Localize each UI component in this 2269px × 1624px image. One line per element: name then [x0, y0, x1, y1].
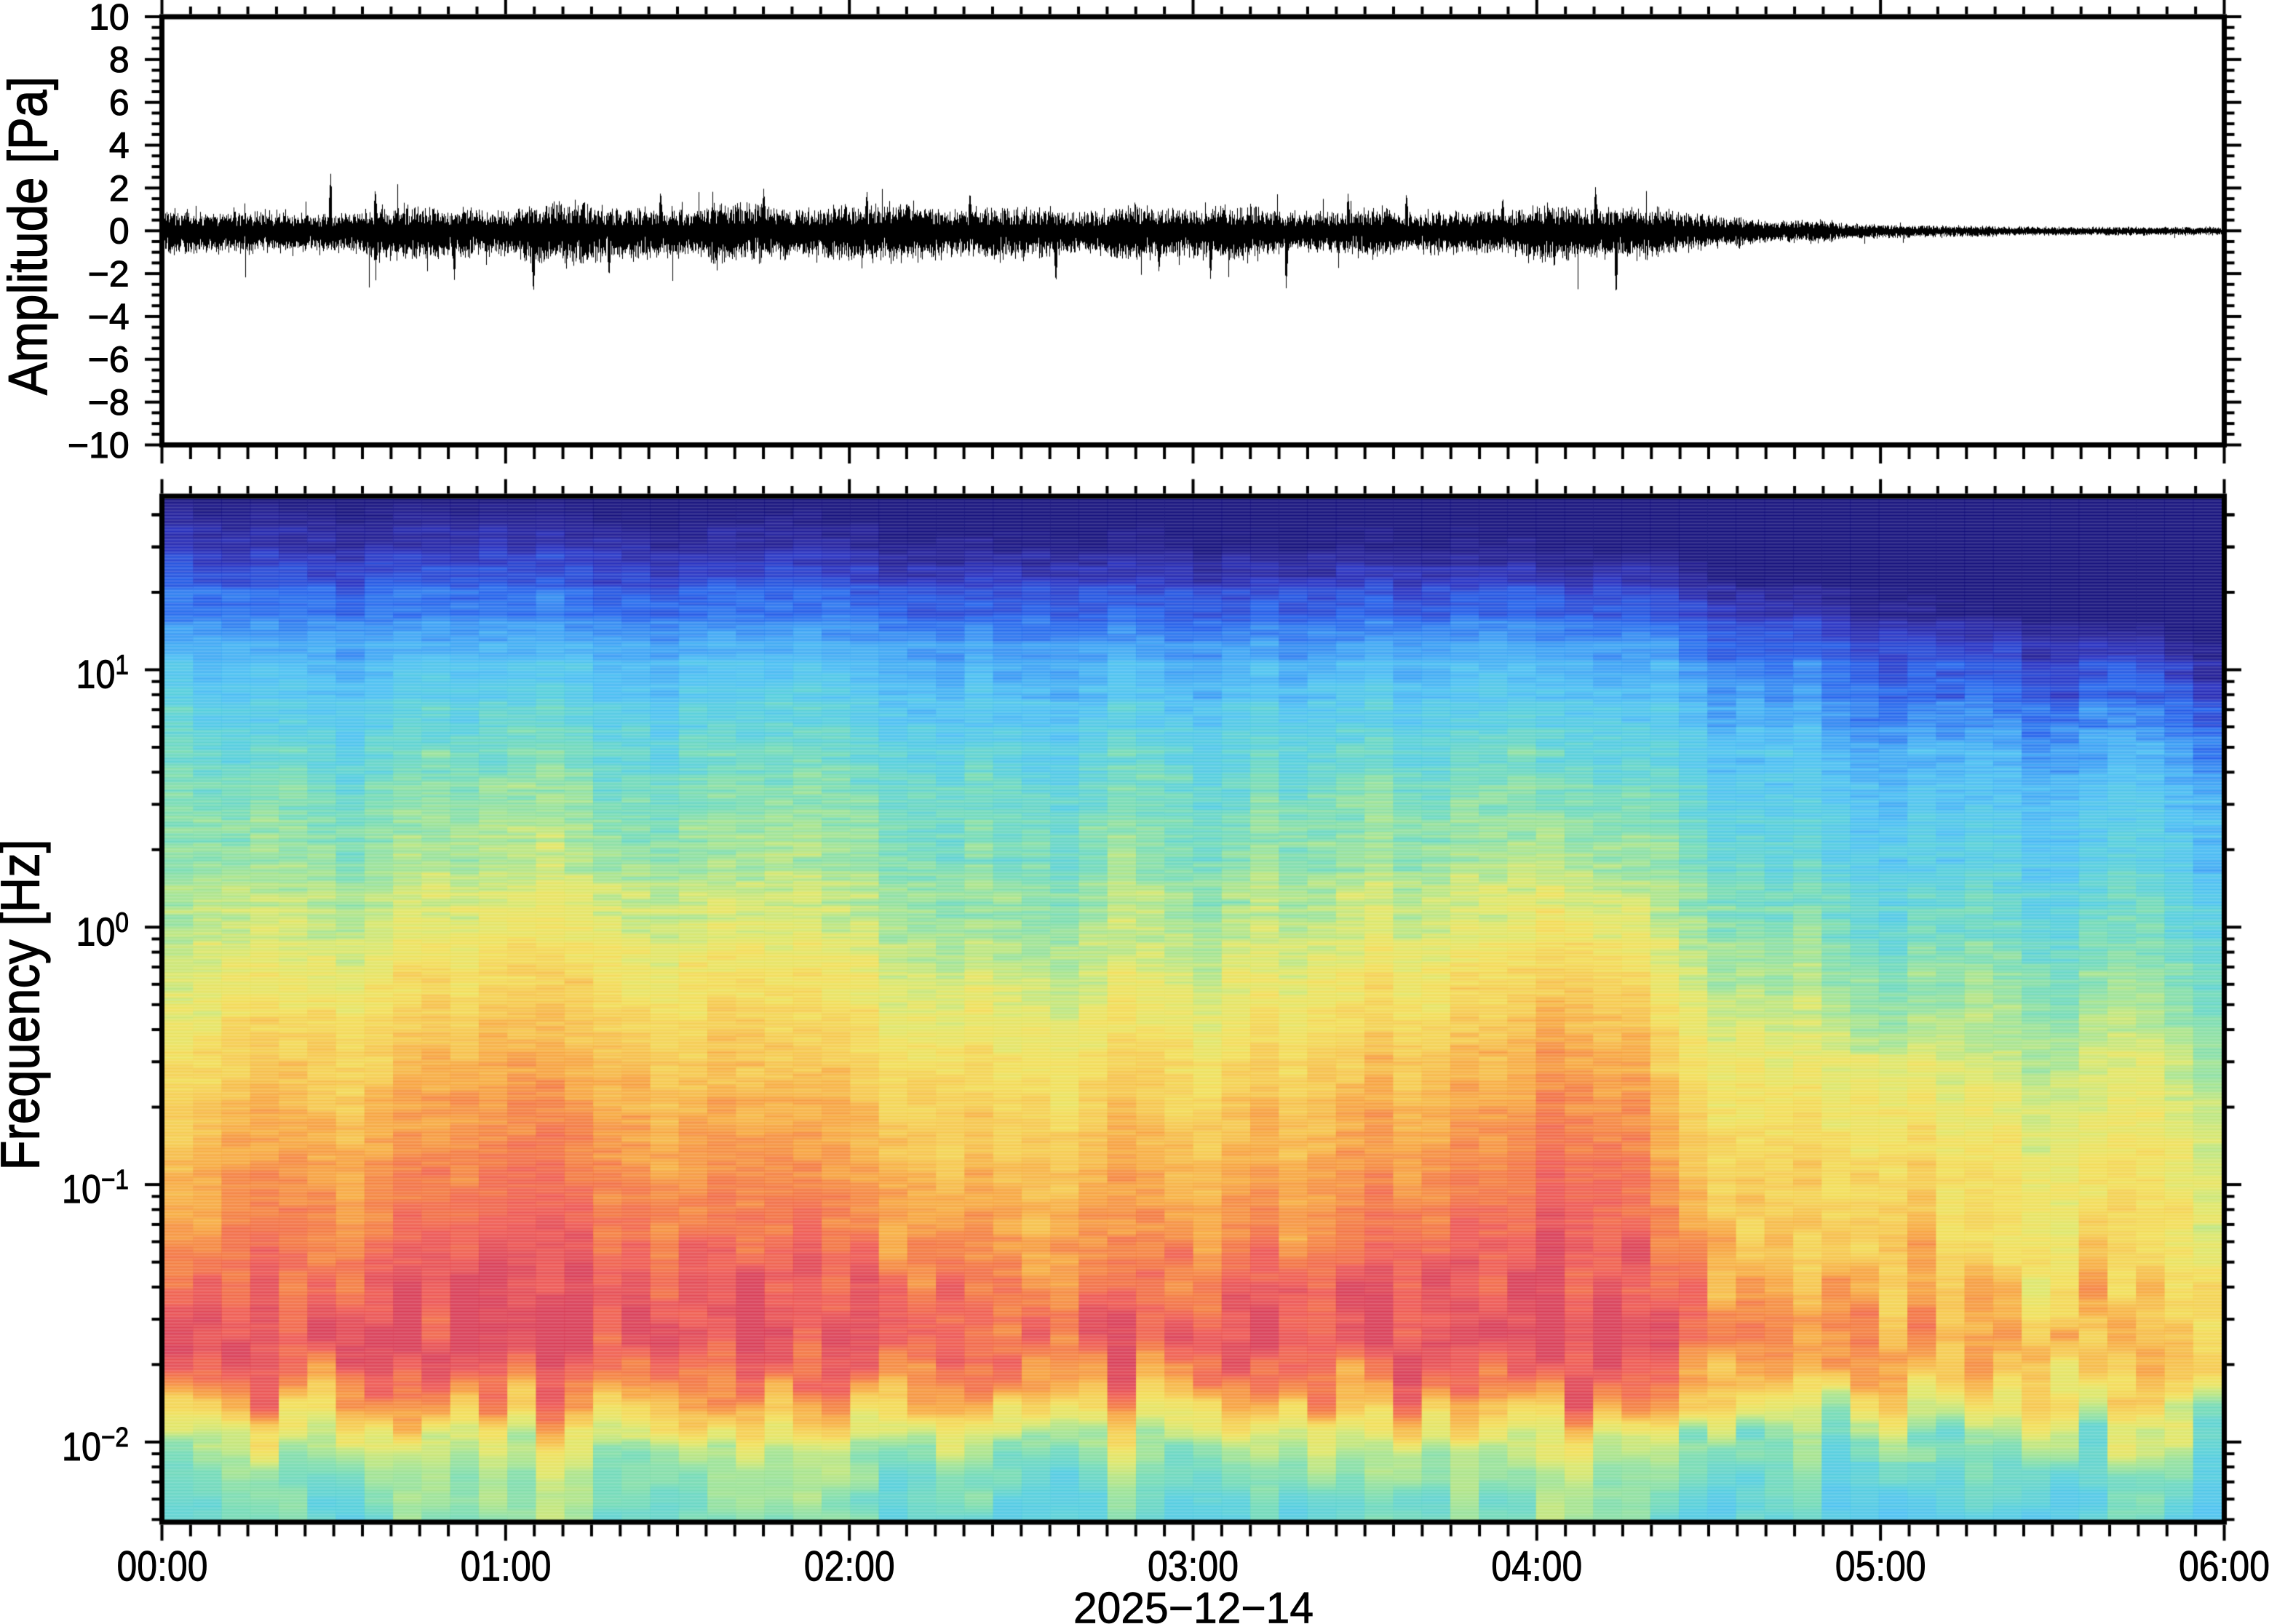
- svg-text:6: 6: [109, 82, 130, 123]
- svg-text:−2: −2: [88, 254, 130, 295]
- svg-text:Amplitude [Pa]: Amplitude [Pa]: [0, 76, 58, 395]
- svg-text:10: 10: [89, 0, 130, 37]
- svg-text:05:00: 05:00: [1835, 1543, 1926, 1590]
- svg-text:06:00: 06:00: [2179, 1543, 2269, 1590]
- svg-text:03:00: 03:00: [1148, 1543, 1239, 1590]
- svg-text:4: 4: [109, 125, 130, 166]
- svg-text:−8: −8: [88, 382, 130, 423]
- svg-text:02:00: 02:00: [804, 1543, 895, 1590]
- svg-text:00:00: 00:00: [117, 1543, 208, 1590]
- svg-text:10−1: 10−1: [62, 1164, 129, 1211]
- svg-text:8: 8: [109, 39, 130, 80]
- svg-text:−4: −4: [88, 296, 130, 337]
- svg-text:−6: −6: [88, 339, 130, 380]
- svg-text:101: 101: [76, 650, 129, 697]
- svg-text:Frequency [Hz]: Frequency [Hz]: [0, 840, 51, 1171]
- svg-text:10−2: 10−2: [62, 1422, 129, 1469]
- svg-text:01:00: 01:00: [461, 1543, 552, 1590]
- svg-text:04:00: 04:00: [1491, 1543, 1582, 1590]
- svg-text:100: 100: [76, 907, 129, 954]
- svg-text:0: 0: [109, 211, 130, 252]
- svg-text:2: 2: [109, 168, 130, 209]
- svg-text:−10: −10: [68, 425, 130, 466]
- svg-text:2025−12−14: 2025−12−14: [1073, 1584, 1314, 1624]
